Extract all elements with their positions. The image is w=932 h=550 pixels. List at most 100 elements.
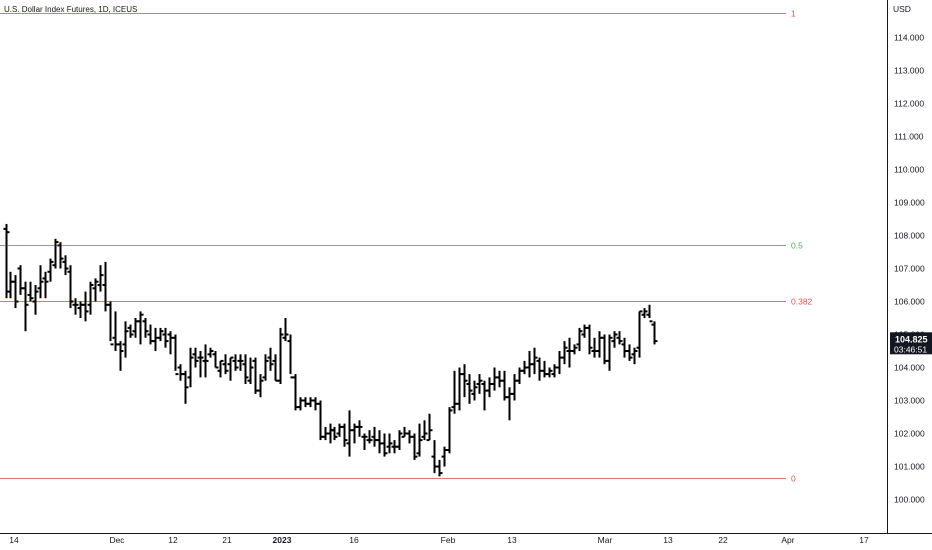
time-axis[interactable]: 14 Dec 12 21 2023 16 Feb 13 Mar 13 22 Apr 17: [9, 535, 869, 545]
price-tick-label: 110.000: [894, 165, 924, 175]
ohlc-bar: [651, 321, 658, 345]
ohlc-bar: [212, 351, 219, 369]
ohlc-bar: [197, 351, 204, 378]
ohlc-bar: [37, 265, 44, 299]
ohlc-bar: [42, 271, 49, 299]
ohlc-bar: [561, 341, 568, 365]
ohlc-bar: [22, 281, 29, 332]
ohlc-bar: [172, 334, 179, 376]
ohlc-bar: [546, 367, 553, 378]
ohlc-bar: [421, 420, 428, 441]
ohlc-bar: [62, 255, 69, 276]
ohlc-bar: [182, 370, 189, 404]
ohlc-bar: [626, 344, 633, 361]
chart-title: U.S. Dollar Index Futures, 1D, ICEUS: [4, 5, 137, 14]
ohlc-bar: [396, 430, 403, 450]
ohlc-bar: [576, 327, 583, 351]
ohlc-bar: [356, 420, 363, 437]
ohlc-bar: [52, 238, 59, 269]
ohlc-bar: [122, 321, 129, 358]
ohlc-bar: [207, 347, 214, 358]
time-tick-label: 22: [718, 535, 728, 545]
ohlc-bar: [641, 308, 648, 318]
ohlc-bar: [262, 354, 269, 381]
ohlc-bar: [82, 291, 89, 322]
price-tick-label: 106.000: [894, 297, 925, 307]
ohlc-bar: [242, 354, 249, 384]
ohlc-bar: [361, 433, 368, 450]
last-price-value: 104.825: [895, 334, 928, 344]
ohlc-bar: [257, 374, 264, 398]
ohlc-bar: [97, 265, 104, 292]
ohlc-bar: [267, 347, 274, 371]
ohlc-bar: [466, 374, 473, 404]
ohlc-bar: [426, 413, 433, 442]
ohlc-bar: [386, 433, 393, 454]
ohlc-bar: [47, 258, 54, 282]
ohlc-bar: [282, 318, 289, 342]
price-tick-label: 104.000: [894, 363, 925, 373]
price-tick-label: 112.000: [894, 99, 924, 109]
fib-levels: 1 0.5 0.382 0: [0, 9, 813, 484]
last-price-tag: 104.825 03:46:51: [890, 332, 932, 355]
price-tick-label: 111.000: [894, 132, 924, 142]
time-tick-label: 13: [663, 535, 673, 545]
price-tick-label: 103.000: [894, 396, 925, 406]
ohlc-bar: [277, 327, 284, 384]
ohlc-bar: [157, 327, 164, 342]
ohlc-bar: [3, 223, 10, 299]
last-price-tag-bg: [890, 332, 932, 355]
price-bars: [3, 223, 658, 477]
ohlc-bar: [636, 310, 643, 358]
time-tick-label: 17: [859, 535, 869, 545]
ohlc-bar: [12, 275, 19, 309]
ohlc-bar: [616, 331, 623, 345]
ohlc-bar: [217, 359, 224, 378]
ohlc-bar: [446, 407, 453, 454]
ohlc-bar: [531, 347, 538, 375]
ohlc-bar: [411, 433, 418, 460]
price-tick-label: 113.000: [894, 66, 924, 76]
ohlc-bar: [471, 380, 478, 401]
ohlc-bar: [137, 311, 144, 345]
ohlc-bar: [227, 356, 234, 381]
time-tick-label: 12: [168, 535, 178, 545]
ohlc-bar: [87, 281, 94, 315]
ohlc-bar: [237, 354, 244, 371]
price-tick-label: 108.000: [894, 231, 925, 241]
time-tick-label: 2023: [273, 535, 292, 545]
ohlc-bar: [461, 364, 468, 398]
ohlc-bar: [611, 331, 618, 348]
ohlc-bar: [331, 426, 338, 441]
fib-label-0.5: 0.5: [791, 241, 803, 251]
price-tick-label: 101.000: [894, 462, 925, 472]
fib-label-1: 1: [791, 9, 796, 19]
ohlc-bar: [436, 459, 443, 477]
ohlc-bar: [366, 430, 373, 444]
ohlc-bar: [127, 324, 134, 338]
price-tick-label: 114.000: [894, 33, 924, 43]
ohlc-bar: [631, 347, 638, 365]
time-tick-label: Dec: [109, 535, 125, 545]
bar-countdown: 03:46:51: [894, 344, 927, 354]
time-tick-label: Apr: [781, 535, 794, 545]
ohlc-bar: [117, 341, 124, 371]
price-tick-label: 102.000: [894, 429, 925, 439]
ohlc-bar: [222, 354, 229, 375]
time-tick-label: 14: [9, 535, 19, 545]
time-tick-label: 21: [222, 535, 232, 545]
ohlc-bar: [247, 357, 254, 384]
ohlc-bar: [67, 265, 74, 309]
ohlc-bar: [72, 298, 79, 315]
price-axis[interactable]: 100.000101.000102.000103.000104.000105.0…: [894, 33, 925, 505]
currency-label: USD: [893, 4, 911, 14]
ohlc-bar: [107, 301, 114, 346]
fib-label-0.382: 0.382: [791, 297, 813, 307]
price-tick-label: 107.000: [894, 264, 925, 274]
ohlc-bar: [187, 347, 194, 388]
ohlc-bar: [92, 278, 99, 302]
ohlc-bar: [646, 304, 653, 323]
ohlc-bar: [606, 334, 613, 371]
